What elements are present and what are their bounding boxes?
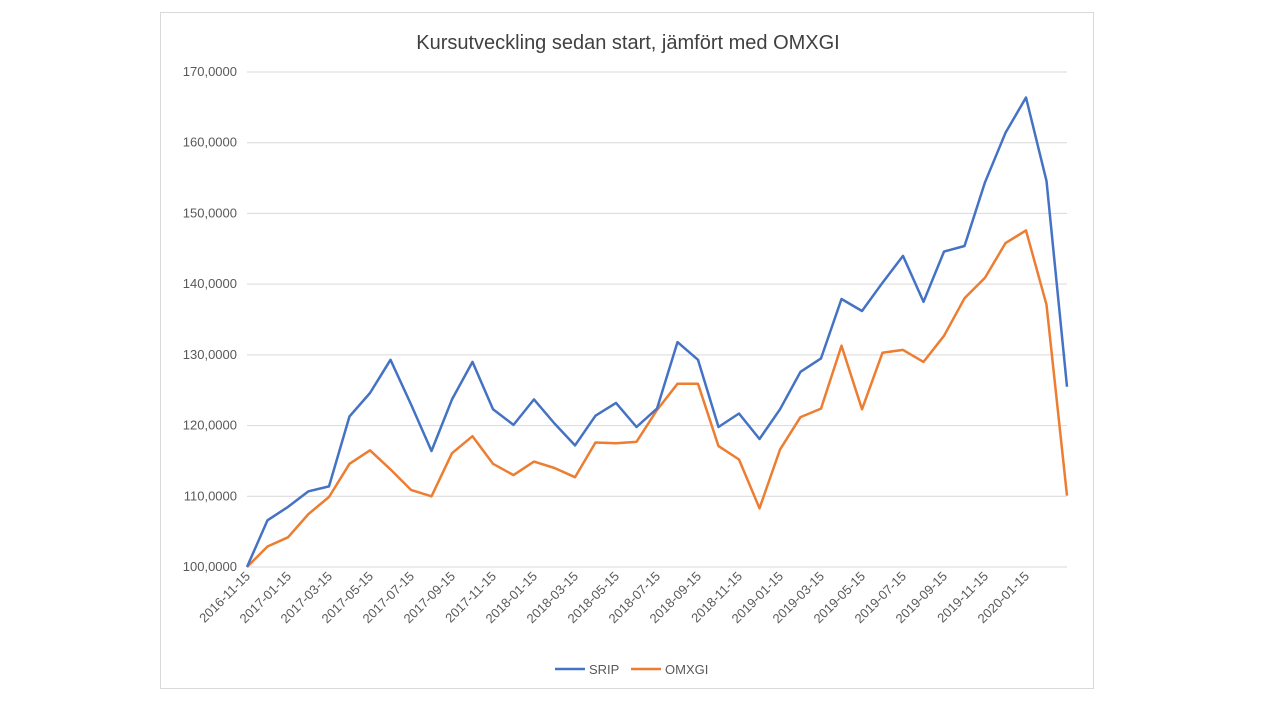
y-tick-label: 150,0000 [183,205,237,220]
y-tick-label: 160,0000 [183,135,237,150]
y-tick-label: 140,0000 [183,276,237,291]
y-axis-ticks: 100,0000 110,0000 120,0000 130,0000 140,0000… [183,64,237,574]
series-line-omxgi [246,229,1069,568]
x-axis-ticks: 2016-11-152017-01-152017-03-152017-05-15… [196,569,1032,627]
chart-title: Kursutveckling sedan start, jämfört med … [416,32,840,54]
series-lines [245,96,1069,568]
legend-label-srip: SRIP [589,662,619,677]
y-tick-label: 170,0000 [183,64,237,79]
gridlines [247,71,1067,568]
legend-label-omxgi: OMXGI [665,662,708,677]
y-tick-label: 110,0000 [184,488,237,503]
chart-frame: Kursutveckling sedan start, jämfört med … [160,12,1094,689]
series-line-srip [245,96,1069,568]
legend: SRIP OMXGI [555,662,708,677]
line-chart: Kursutveckling sedan start, jämfört med … [183,32,1069,677]
y-tick-label: 130,0000 [183,347,237,362]
y-tick-label: 100,0000 [183,559,237,574]
y-tick-label: 120,0000 [183,418,237,433]
